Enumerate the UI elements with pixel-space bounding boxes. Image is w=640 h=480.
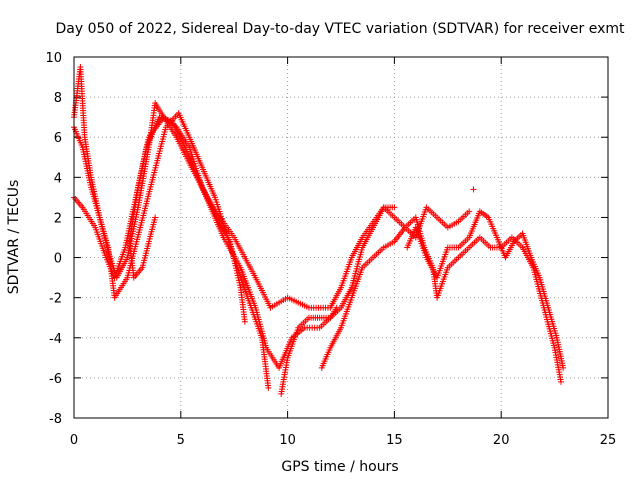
x-axis-label: GPS time / hours [281, 459, 398, 475]
x-tick-label: 5 [177, 433, 185, 448]
y-tick-label: 10 [45, 51, 62, 66]
data-point [265, 384, 272, 391]
data-point [558, 378, 565, 385]
y-tick-label: 0 [54, 252, 62, 267]
y-tick-label: -2 [49, 292, 62, 307]
x-tick-label: 25 [600, 433, 617, 448]
data-point [241, 318, 248, 325]
y-tick-label: -8 [49, 412, 62, 427]
chart-title: Day 050 of 2022, Sidereal Day-to-day VTE… [56, 21, 626, 37]
y-tick-label: 8 [54, 91, 62, 106]
x-tick-label: 20 [493, 433, 510, 448]
data-point [560, 364, 567, 371]
grid [74, 57, 608, 418]
y-tick-label: -6 [49, 372, 62, 387]
data-point [470, 186, 477, 193]
y-tick-label: -4 [49, 332, 62, 347]
y-tick-label: 6 [54, 131, 62, 146]
x-tick-label: 0 [70, 433, 78, 448]
y-tick-label: 4 [54, 171, 62, 186]
y-axis-label: SDTVAR / TECUs [6, 180, 22, 295]
data-point [466, 208, 473, 215]
plot-frame [73, 56, 609, 419]
x-tick-label: 10 [279, 433, 296, 448]
data-points [71, 64, 567, 397]
tick-labels: 0 5 10 15 20 25 -8 -6 -4 -2 0 2 4 6 8 10 [45, 51, 616, 448]
y-tick-label: 2 [54, 211, 62, 226]
x-tick-label: 15 [386, 433, 403, 448]
data-point [391, 204, 398, 211]
